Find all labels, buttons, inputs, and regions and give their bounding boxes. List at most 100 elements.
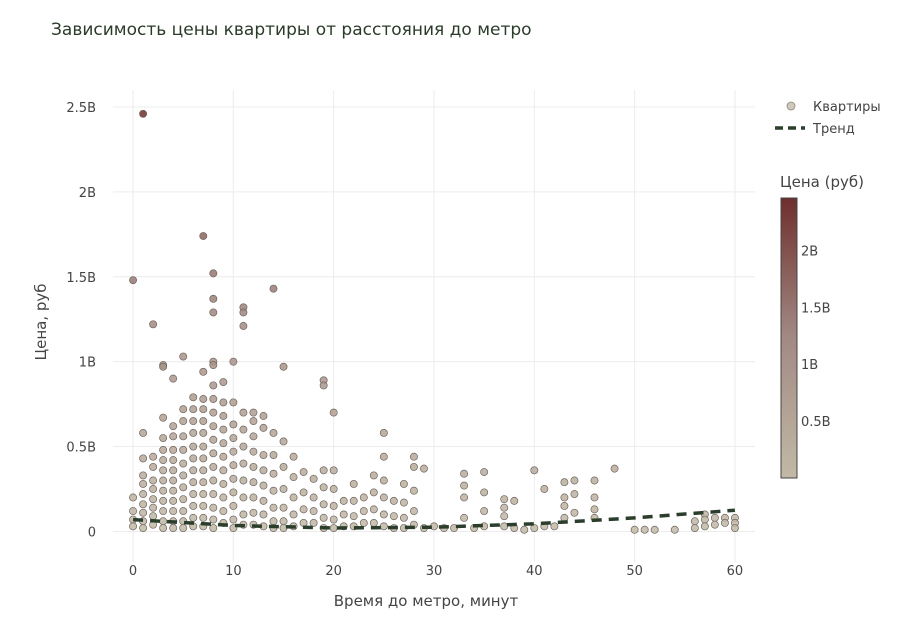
data-point — [329, 485, 338, 493]
data-point — [169, 422, 178, 431]
colorbar-ticks: 0.5B 1B 1.5B 2B — [801, 244, 831, 430]
data-point — [169, 486, 178, 495]
data-point — [319, 513, 328, 522]
data-point — [279, 517, 288, 526]
data-point — [199, 367, 208, 376]
data-point — [179, 471, 188, 480]
data-point — [500, 512, 509, 521]
data-point — [309, 507, 318, 516]
data-point — [259, 412, 268, 420]
data-point — [209, 408, 218, 417]
y-tick-label: 0 — [88, 525, 96, 540]
data-point — [199, 454, 208, 463]
y-axis-ticks: 0 0.5B 1B 1.5B 2B 2.5B — [66, 101, 96, 540]
data-point — [159, 507, 168, 516]
data-point — [309, 474, 318, 483]
legend-label-apartments: Квартиры — [813, 100, 881, 115]
data-point — [299, 518, 308, 527]
data-point — [129, 507, 138, 516]
y-tick-label: 2.5B — [66, 101, 96, 116]
x-tick-label: 10 — [225, 564, 242, 579]
legend-item-apartments[interactable]: Квартиры — [786, 100, 881, 115]
data-point — [560, 502, 569, 510]
data-point — [179, 459, 188, 468]
data-point — [129, 493, 138, 502]
data-point — [409, 462, 418, 471]
data-point — [560, 478, 569, 487]
data-point — [189, 442, 198, 451]
data-point — [299, 505, 308, 514]
x-axis-ticks: 0 10 20 30 40 50 60 — [129, 564, 743, 579]
data-point — [269, 429, 278, 437]
data-point — [460, 513, 469, 522]
data-point — [299, 488, 308, 497]
data-point — [279, 362, 288, 371]
data-point — [369, 518, 378, 527]
data-point — [259, 423, 268, 432]
data-point — [209, 524, 218, 532]
x-axis-title: Время до метро, минут — [334, 592, 519, 610]
data-point — [179, 524, 188, 532]
data-point — [219, 452, 228, 461]
data-point — [389, 512, 398, 521]
data-point — [510, 496, 519, 505]
data-point — [159, 456, 168, 465]
y-axis-title: Цена, руб — [32, 283, 50, 360]
data-point — [269, 451, 278, 459]
data-point — [259, 481, 268, 490]
data-point — [319, 466, 328, 475]
data-point — [209, 308, 218, 317]
data-point — [149, 462, 158, 471]
data-point — [239, 425, 248, 434]
data-point — [179, 405, 188, 414]
data-point — [179, 352, 188, 361]
data-point — [219, 412, 228, 420]
data-point — [189, 454, 198, 463]
data-point — [259, 496, 268, 505]
data-point — [640, 525, 649, 534]
data-point — [179, 483, 188, 492]
data-point — [329, 466, 338, 475]
colorbar: Цена (руб) 0.5B 1B 1.5B 2B — [780, 173, 864, 479]
data-point — [590, 476, 599, 485]
data-point — [239, 510, 248, 519]
data-point — [209, 422, 218, 431]
data-point — [550, 522, 559, 531]
data-point — [229, 474, 238, 483]
data-point — [399, 513, 408, 522]
data-point — [289, 510, 298, 519]
y-tick-label: 1.5B — [66, 271, 96, 286]
data-point — [269, 517, 278, 526]
data-point — [129, 276, 138, 285]
data-point — [730, 524, 739, 532]
data-point — [199, 232, 208, 240]
data-point — [149, 512, 158, 521]
data-point — [690, 524, 699, 532]
legend-item-trend[interactable]: Тренд — [775, 122, 855, 137]
data-point — [319, 381, 328, 390]
x-tick-label: 50 — [626, 564, 643, 579]
data-point — [189, 490, 198, 499]
data-point — [169, 476, 178, 485]
data-point — [219, 425, 228, 434]
data-point — [329, 502, 338, 510]
data-point — [369, 505, 378, 514]
data-point — [329, 524, 338, 532]
data-point — [169, 374, 178, 383]
legend-marker-apartments — [786, 101, 796, 111]
data-point — [139, 471, 148, 480]
data-point — [720, 518, 729, 527]
data-point — [269, 486, 278, 495]
colorbar-tick-label: 1.5B — [801, 301, 831, 316]
data-point — [530, 466, 539, 475]
data-point — [379, 452, 388, 461]
data-point — [249, 447, 258, 456]
data-point — [219, 398, 228, 407]
data-point — [480, 488, 489, 497]
data-point — [179, 507, 188, 516]
data-point — [169, 466, 178, 475]
data-point — [339, 510, 348, 519]
data-point — [379, 493, 388, 502]
data-point — [199, 466, 208, 475]
x-tick-label: 0 — [129, 564, 137, 579]
